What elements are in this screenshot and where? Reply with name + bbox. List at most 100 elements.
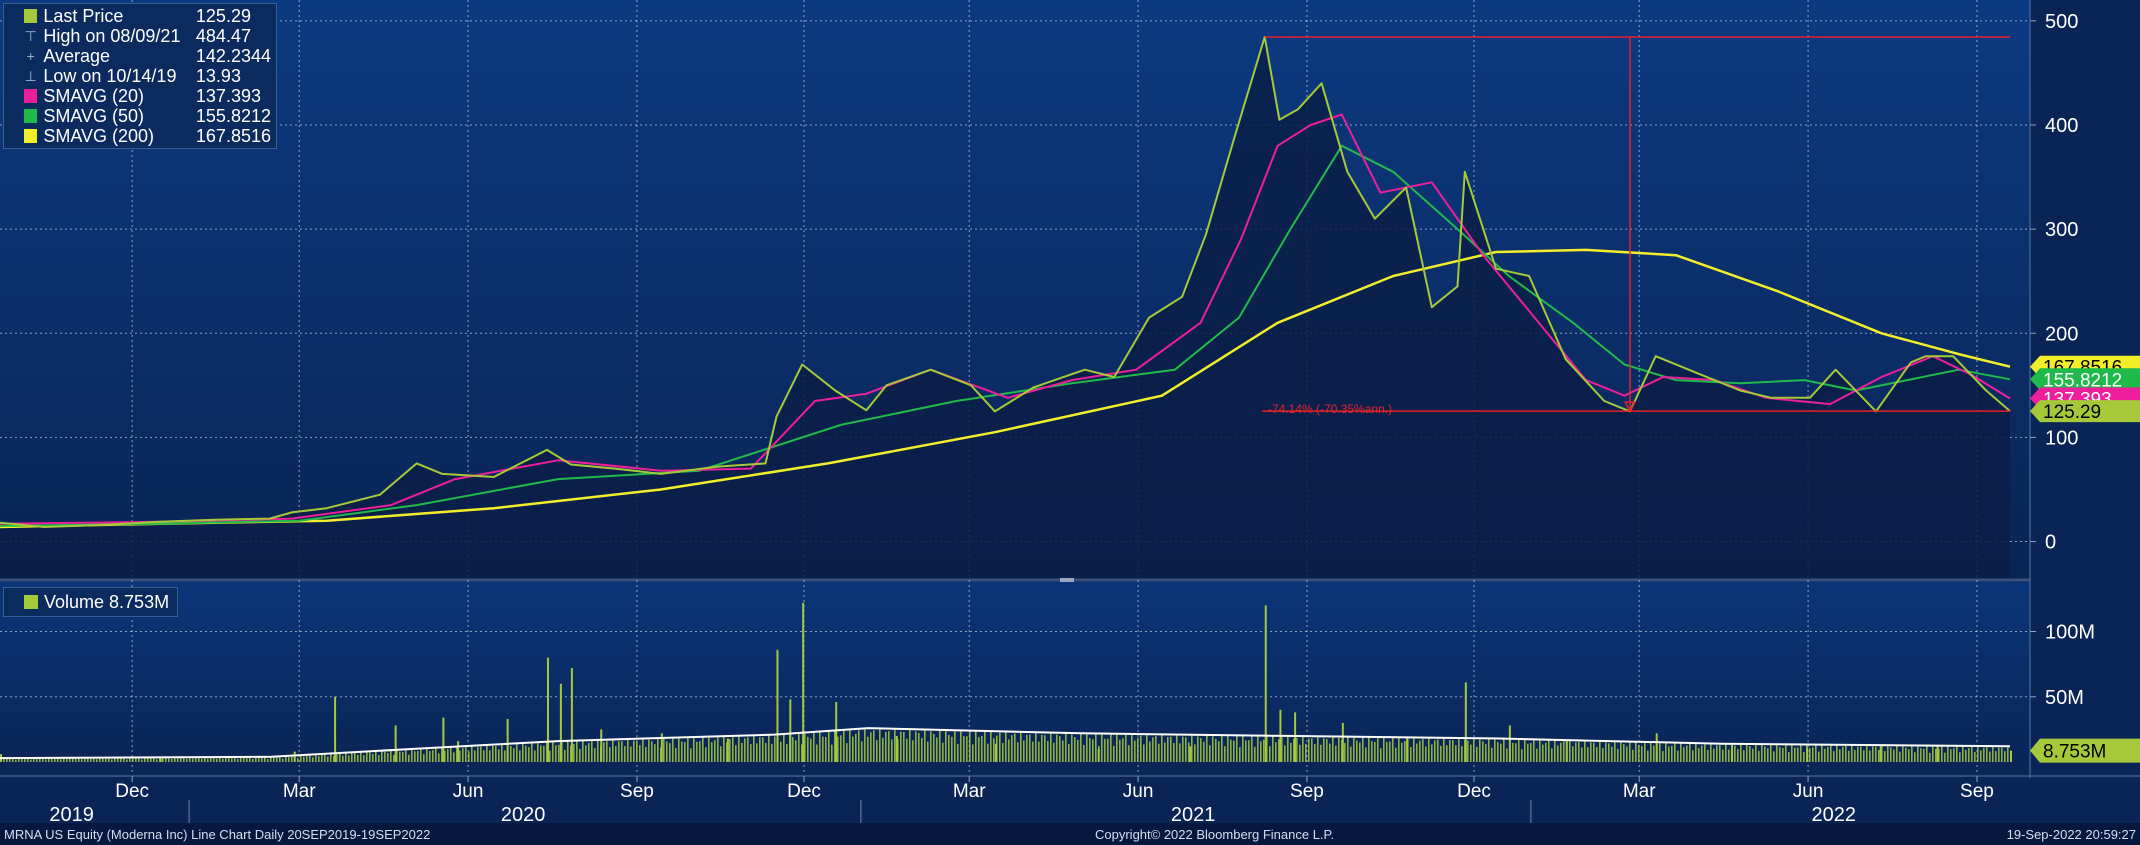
volume-bar: [1719, 745, 1721, 762]
volume-bar: [1968, 748, 1970, 762]
volume-bar: [1401, 742, 1403, 762]
volume-bar: [1074, 737, 1076, 762]
volume-bar: [1992, 746, 1994, 762]
volume-bar: [360, 751, 362, 762]
volume-bar: [648, 739, 650, 762]
volume-bar: [552, 741, 554, 762]
volume-bar: [960, 731, 962, 762]
volume-bar: [1572, 746, 1574, 762]
volume-bar: [1752, 748, 1754, 762]
volume-bar: [678, 738, 680, 762]
volume-bar: [558, 744, 560, 762]
volume-bar: [444, 750, 446, 762]
volume-bar: [627, 739, 629, 762]
legend-row-volume[interactable]: Volume 8.753M: [4, 592, 169, 612]
volume-bar: [1614, 741, 1616, 762]
legend-row[interactable]: SMAVG (200) 167.8516: [4, 126, 276, 146]
volume-bar: [36, 758, 38, 762]
legend-row[interactable]: ⊤ High on 08/09/21 484.47: [4, 26, 276, 46]
panel-divider-handle[interactable]: [1060, 578, 1074, 582]
volume-bar: [348, 755, 350, 762]
volume-bar: [1887, 746, 1889, 762]
volume-bar: [204, 757, 206, 762]
volume-bar: [1392, 737, 1394, 762]
volume-bar: [1935, 748, 1937, 762]
volume-bar: [1353, 737, 1355, 762]
volume-bar: [30, 759, 32, 762]
volume-bar: [1581, 747, 1583, 762]
volume-bar: [1059, 736, 1061, 762]
volume-bar: [588, 743, 590, 762]
volume-bar: [1776, 744, 1778, 762]
volume-bar: [1998, 747, 2000, 762]
volume-bar: [243, 757, 245, 762]
volume-bar: [783, 734, 785, 762]
volume-legend[interactable]: Volume 8.753M: [3, 587, 179, 617]
volume-bar: [69, 758, 71, 762]
volume-bar: [1653, 745, 1655, 762]
volume-bar: [1143, 744, 1145, 762]
volume-bar: [1842, 746, 1844, 762]
volume-bar: [729, 739, 731, 762]
volume-bar: [513, 748, 515, 762]
volume-bar-spike: [789, 699, 792, 762]
volume-bar: [1671, 745, 1673, 762]
volume-bar: [1377, 737, 1379, 762]
volume-bar: [753, 735, 755, 762]
volume-bar: [315, 754, 317, 762]
volume-bar: [1578, 741, 1580, 762]
volume-bar: [1638, 744, 1640, 762]
volume-bar: [1563, 741, 1565, 762]
volume-bar: [1014, 733, 1016, 762]
price-legend[interactable]: Last Price 125.29 ⊤ High on 08/09/21 484.47 +…: [3, 3, 277, 149]
volume-bar: [1170, 736, 1172, 762]
legend-row[interactable]: SMAVG (50) 155.8212: [4, 106, 276, 126]
volume-bar: [1026, 734, 1028, 762]
volume-bar: [1140, 735, 1142, 762]
tag-sma50-box: [2030, 368, 2140, 391]
volume-bar: [171, 759, 173, 762]
volume-bar: [1281, 737, 1283, 762]
volume-bar: [1962, 746, 1964, 762]
volume-bar: [1515, 743, 1517, 762]
volume-bar: [1947, 746, 1949, 762]
volume-bar: [858, 730, 860, 762]
volume-bar: [384, 752, 386, 762]
y-tick-label: 500: [2045, 11, 2078, 33]
volume-bar: [1344, 742, 1346, 762]
volume-bar: [21, 758, 23, 762]
legend-row[interactable]: ⊥ Low on 10/14/19 13.93: [4, 66, 276, 86]
volume-bar: [1362, 737, 1364, 762]
volume-bar: [1488, 738, 1490, 762]
volume-bar: [99, 757, 101, 762]
volume-bar-spike: [835, 701, 838, 762]
volume-bar: [1437, 739, 1439, 762]
volume-bar: [1299, 744, 1301, 762]
series-line-last-price: [0, 36, 2011, 528]
volume-bar: [1701, 745, 1703, 762]
volume-bar: [1830, 745, 1832, 762]
legend-row[interactable]: SMAVG (20) 137.393: [4, 86, 276, 106]
volume-bar: [1641, 746, 1643, 762]
volume-bar: [699, 741, 701, 762]
volume-bar: [1890, 747, 1892, 762]
volume-bar: [342, 755, 344, 762]
legend-row[interactable]: Last Price 125.29: [4, 6, 276, 26]
volume-bar: [450, 747, 452, 762]
volume-bar: [771, 743, 773, 762]
volume-bar: [1173, 743, 1175, 762]
volume-bar: [462, 748, 464, 762]
legend-row[interactable]: + Average 142.2344: [4, 46, 276, 66]
volume-bar: [1332, 736, 1334, 762]
volume-bar: [1548, 740, 1550, 762]
volume-bar: [1629, 741, 1631, 762]
volume-bar: [819, 732, 821, 762]
legend-label: Volume 8.753M: [44, 592, 170, 612]
volume-bar: [1146, 734, 1148, 762]
volume-bar: [1101, 734, 1103, 762]
volume-bar: [942, 742, 944, 762]
volume-bar: [1086, 734, 1088, 762]
volume-bar-spike: [802, 602, 805, 762]
volume-bar: [768, 734, 770, 762]
volume-bar: [1755, 744, 1757, 762]
